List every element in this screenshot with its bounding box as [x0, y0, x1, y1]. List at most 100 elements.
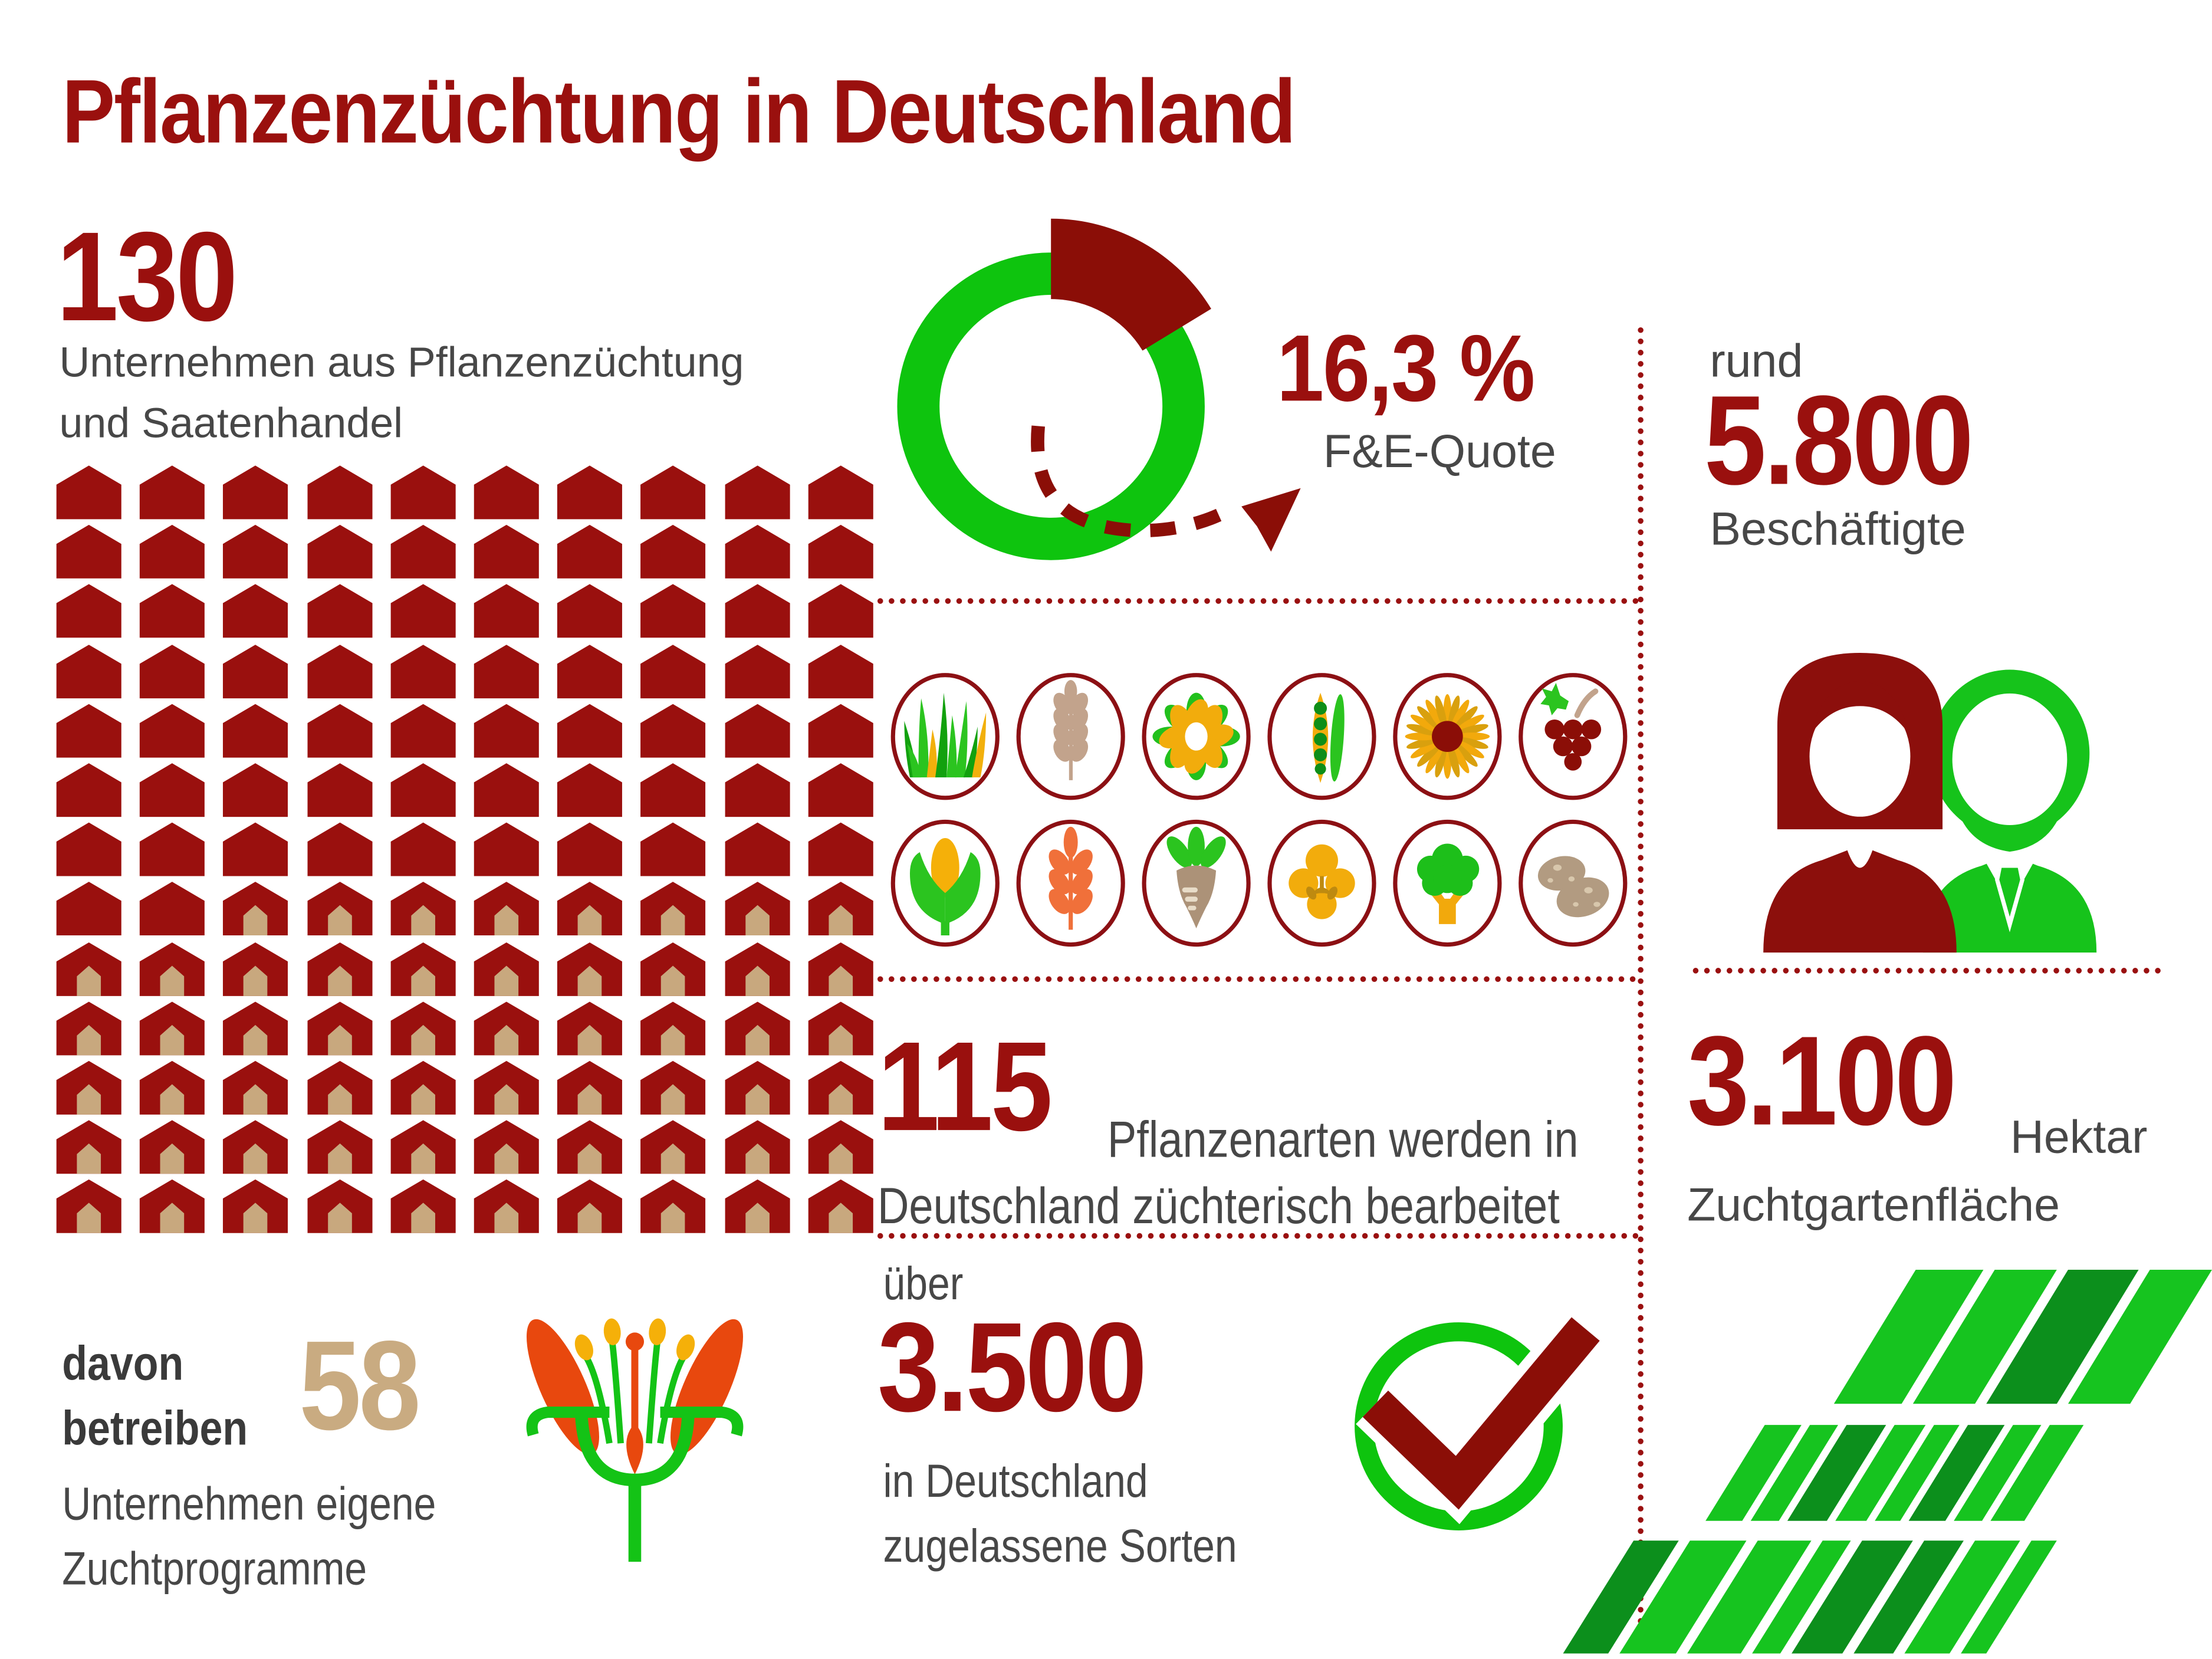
- house-icon: [557, 525, 623, 579]
- house-icon: [56, 882, 121, 936]
- house-icon: [640, 763, 706, 817]
- field-stripes-icon: [1563, 1269, 2212, 1654]
- checkmark-icon: [1362, 1317, 1600, 1510]
- house-icon: [140, 644, 205, 698]
- house-icon: [390, 822, 456, 876]
- house-icon: [640, 1001, 706, 1055]
- house-icon: [557, 763, 623, 817]
- house-icon: [807, 1180, 873, 1234]
- separator-vertical: [1638, 327, 1644, 1648]
- house-icon: [474, 1180, 539, 1234]
- house-icon: [223, 525, 288, 579]
- house-icon: [807, 763, 873, 817]
- house-icon: [807, 1060, 873, 1115]
- programs-bold-line2: betreiben: [62, 1402, 248, 1456]
- house-icon: [474, 763, 539, 817]
- house-icon: [307, 763, 372, 817]
- house-icon: [390, 1120, 456, 1174]
- house-icon: [557, 882, 623, 936]
- house-icon: [307, 704, 372, 758]
- donut-red-segment: [1051, 218, 1211, 351]
- house-icon: [640, 704, 706, 758]
- programs-count: 58: [299, 1316, 421, 1458]
- house-icon: [724, 1060, 790, 1115]
- grapes-icon: [1519, 673, 1628, 800]
- house-icon: [307, 1060, 372, 1115]
- house-icon: [307, 584, 372, 639]
- house-icon: [724, 941, 790, 996]
- arrowhead-icon: [1241, 488, 1301, 552]
- house-icon: [390, 525, 456, 579]
- house-icon: [223, 1001, 288, 1055]
- house-icon: [557, 704, 623, 758]
- house-icon: [557, 465, 623, 520]
- house-icon: [223, 704, 288, 758]
- house-icon: [390, 644, 456, 698]
- house-icon: [557, 584, 623, 639]
- house-icon: [390, 584, 456, 639]
- companies-count: 130: [56, 207, 238, 349]
- house-icon: [474, 822, 539, 876]
- house-icon: [390, 763, 456, 817]
- house-icon: [140, 1180, 205, 1234]
- house-icon: [390, 1180, 456, 1234]
- house-icon: [474, 644, 539, 698]
- house-icon: [223, 644, 288, 698]
- varieties-prefix: über: [883, 1257, 964, 1309]
- check-circle-icon: [1355, 1310, 1608, 1530]
- house-icon: [223, 584, 288, 639]
- varieties-label-line2: zugelassene Sorten: [883, 1519, 1237, 1572]
- house-icon: [390, 704, 456, 758]
- house-icon: [640, 465, 706, 520]
- house-icon: [56, 644, 121, 698]
- house-icon: [724, 822, 790, 876]
- wheat-ear-icon: [1016, 673, 1125, 800]
- sugar-beet-icon: [1142, 819, 1251, 947]
- house-icon: [56, 822, 121, 876]
- house-icon: [807, 525, 873, 579]
- house-icon: [307, 525, 372, 579]
- house-icon: [390, 1001, 456, 1055]
- fue-label: F&E-Quote: [1323, 425, 1556, 477]
- house-icon: [140, 704, 205, 758]
- house-icon: [390, 1060, 456, 1115]
- house-icon: [807, 822, 873, 876]
- woman-icon: [1763, 653, 1957, 953]
- corn-icon: [890, 819, 1000, 947]
- house-icon: [140, 1060, 205, 1115]
- house-icon: [724, 584, 790, 639]
- house-icon: [724, 1180, 790, 1234]
- companies-caption-line2: und Saatenhandel: [59, 400, 403, 448]
- species-count: 115: [877, 1017, 1053, 1158]
- sunflower-petals: [1405, 694, 1490, 779]
- flower-diagram-icon: [526, 1318, 744, 1562]
- house-icon: [724, 1120, 790, 1174]
- dashed-arrow-path: [1031, 425, 1234, 538]
- house-icon: [474, 704, 539, 758]
- house-icon: [557, 644, 623, 698]
- house-icon: [640, 1120, 706, 1174]
- house-icon: [807, 644, 873, 698]
- house-icon: [223, 941, 288, 996]
- house-icon: [807, 1120, 873, 1174]
- house-icon: [807, 584, 873, 639]
- programs-label-line1: Unternehmen eigene: [62, 1477, 436, 1530]
- house-icon: [56, 1180, 121, 1234]
- house-icon: [307, 1001, 372, 1055]
- house-icon: [474, 1120, 539, 1174]
- house-icon: [640, 822, 706, 876]
- area-unit: Hektar: [2010, 1110, 2148, 1163]
- house-icon: [474, 941, 539, 996]
- house-icon: [140, 465, 205, 520]
- house-icon: [140, 941, 205, 996]
- house-icon: [140, 1120, 205, 1174]
- house-icon: [807, 882, 873, 936]
- flower-icon: [1142, 673, 1251, 800]
- house-icon: [724, 644, 790, 698]
- house-icon: [640, 584, 706, 639]
- area-label: Zuchtgartenfläche: [1687, 1178, 2060, 1230]
- separator-middle-2: [877, 976, 1636, 982]
- house-icon: [640, 941, 706, 996]
- company-pictogram: [56, 465, 873, 1234]
